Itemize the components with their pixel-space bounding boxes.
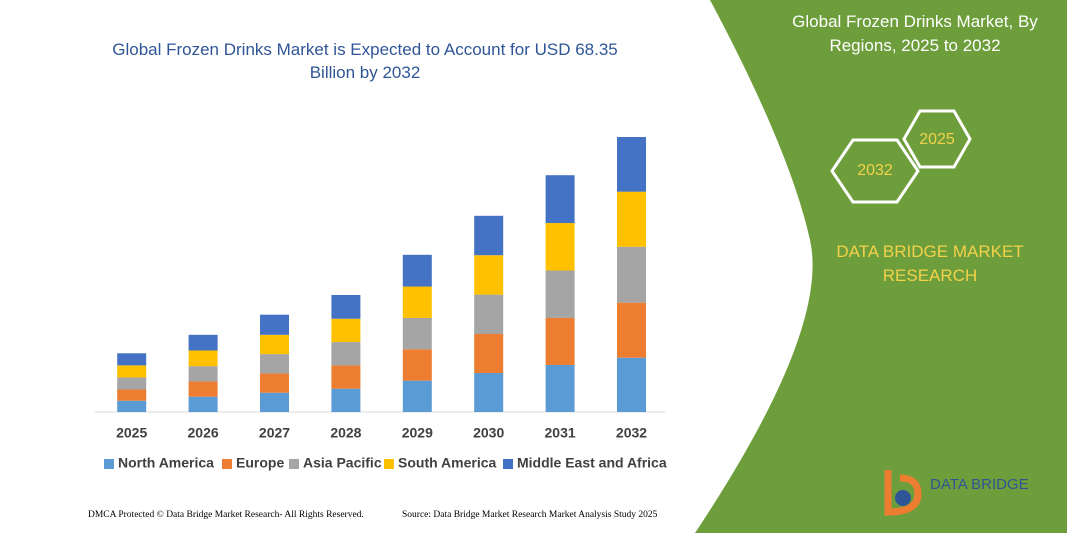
legend-swatch — [104, 459, 114, 469]
x-tick-label: 2030 — [473, 425, 504, 441]
bar-segment — [617, 357, 646, 412]
bar-segment — [188, 350, 218, 367]
x-tick-label: 2028 — [330, 425, 361, 441]
bar-segment — [402, 349, 432, 381]
logo-text: DATA BRIDGE — [930, 476, 1029, 493]
legend-label: Asia Pacific — [303, 455, 382, 471]
bar-segment — [474, 255, 504, 295]
bar-segment — [474, 373, 504, 412]
legend-label: Europe — [236, 455, 284, 471]
bar-segment — [260, 334, 289, 355]
bar-segment — [331, 388, 361, 412]
x-tick-label: 2029 — [402, 425, 433, 441]
legend-swatch — [503, 459, 513, 469]
hex-label: 2032 — [857, 162, 893, 179]
right-panel — [695, 0, 1067, 533]
hex-label: 2025 — [919, 131, 955, 148]
bar-segment — [545, 223, 575, 271]
bar-segment — [474, 334, 504, 374]
hexagon — [830, 138, 920, 204]
bar-segment — [331, 295, 361, 319]
bar-segment — [545, 270, 575, 318]
x-tick-label: 2027 — [259, 425, 290, 441]
bar-segment — [331, 342, 361, 366]
bar-segment — [117, 353, 147, 366]
bar-segment — [402, 254, 432, 287]
title-box: Global Frozen Drinks Market is Expected … — [112, 40, 618, 82]
chart-title: Global Frozen Drinks Market is Expected … — [112, 40, 618, 82]
bar-segment — [331, 365, 361, 389]
x-tick-label: 2025 — [116, 425, 147, 441]
bar-segment — [260, 373, 289, 393]
bar-segment — [402, 286, 432, 318]
footer-dmca: DMCA Protected © Data Bridge Market Rese… — [88, 509, 364, 520]
bar-segment — [117, 377, 147, 390]
bar-segment — [188, 396, 218, 412]
bar-segment — [260, 314, 289, 335]
legend-swatch — [384, 459, 394, 469]
bar-segment — [617, 246, 646, 303]
bar-segment — [188, 366, 218, 382]
legend-label: Middle East and Africa — [517, 455, 667, 471]
x-tick-label: 2026 — [188, 425, 219, 441]
bar-segment — [117, 400, 147, 412]
bar-segment — [545, 364, 575, 412]
bar-segment — [402, 380, 432, 412]
hexagon — [902, 109, 972, 169]
legend-swatch — [222, 459, 232, 469]
bar-segment — [545, 317, 575, 365]
bar-segment — [617, 191, 646, 247]
bar-segment — [188, 334, 218, 351]
bar-segment — [260, 392, 289, 412]
bar-segment — [402, 317, 432, 350]
bar-segment — [545, 175, 575, 224]
bar-segment — [331, 318, 361, 343]
bar-segment — [260, 354, 289, 374]
x-tick-label: 2032 — [616, 425, 647, 441]
bar-segment — [617, 302, 646, 358]
panel-title-box: Global Frozen Drinks Market, By Regions,… — [792, 12, 1038, 55]
brand-text: DATA BRIDGE MARKET RESEARCH — [836, 242, 1024, 285]
x-tick-label: 2031 — [545, 425, 576, 441]
bar-segment — [474, 294, 504, 335]
bar-segment — [188, 381, 218, 397]
footer-source: Source: Data Bridge Market Research Mark… — [402, 510, 658, 520]
bar-segment — [617, 137, 646, 192]
panel-title: Global Frozen Drinks Market, By Regions,… — [792, 12, 1038, 55]
bar-segment — [474, 215, 504, 256]
legend-swatch — [289, 459, 299, 469]
legend-label: North America — [118, 455, 214, 471]
brand-box: DATA BRIDGE MARKET RESEARCH — [836, 242, 1024, 285]
bar-segment — [117, 365, 147, 378]
bar-segment — [117, 389, 147, 401]
legend-label: South America — [398, 455, 496, 471]
logo-icon — [895, 490, 911, 506]
logo-icon — [884, 470, 922, 516]
